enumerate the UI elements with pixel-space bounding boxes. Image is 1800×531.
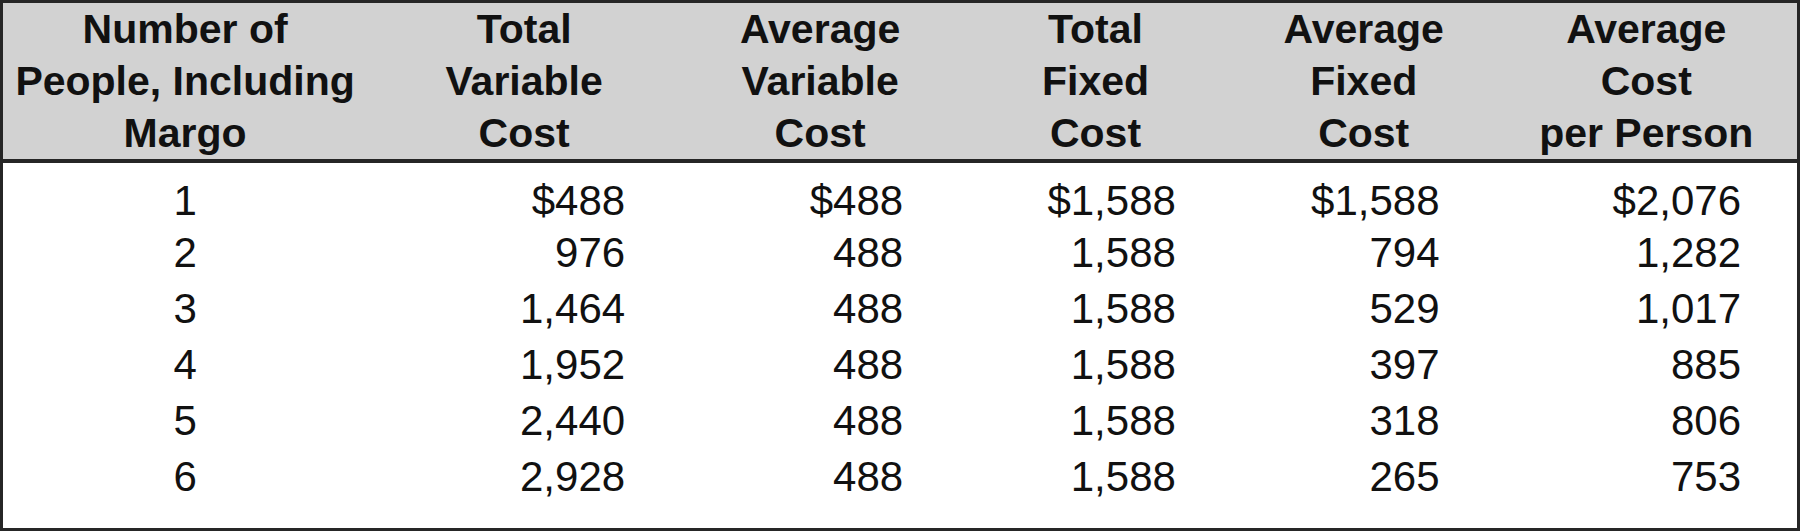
table-cell: 1,952 <box>367 337 681 393</box>
table-cell: 753 <box>1496 449 1797 505</box>
table-cell: $1,588 <box>1232 161 1496 225</box>
table-cell: 1,588 <box>959 281 1232 337</box>
column-header-average-cost-per-person: Average Cost per Person <box>1496 3 1797 161</box>
table-cell: 488 <box>681 393 959 449</box>
header-row: Number of People, Including Margo Total … <box>3 3 1797 161</box>
table-cell: $488 <box>367 161 681 225</box>
table-cell: 529 <box>1232 281 1496 337</box>
table-cell: 488 <box>681 281 959 337</box>
table-cell: 5 <box>3 393 367 449</box>
table-cell: 1,282 <box>1496 225 1797 281</box>
table-cell: 1,588 <box>959 337 1232 393</box>
table-row: 5 2,440 488 1,588 318 806 <box>3 393 1797 449</box>
table-cell: 488 <box>681 449 959 505</box>
table-cell: 2,440 <box>367 393 681 449</box>
table-cell: 885 <box>1496 337 1797 393</box>
table-cell: 1,464 <box>367 281 681 337</box>
table-cell: 318 <box>1232 393 1496 449</box>
table-cell: 3 <box>3 281 367 337</box>
table-cell: 976 <box>367 225 681 281</box>
table-cell: 488 <box>681 337 959 393</box>
column-header-total-fixed-cost: Total Fixed Cost <box>959 3 1232 161</box>
table-row: 1 $488 $488 $1,588 $1,588 $2,076 <box>3 161 1797 225</box>
table-cell: 1 <box>3 161 367 225</box>
table-cell: 265 <box>1232 449 1496 505</box>
table-cell: 1,588 <box>959 393 1232 449</box>
column-header-number-of-people: Number of People, Including Margo <box>3 3 367 161</box>
table-cell: 1,588 <box>959 225 1232 281</box>
table-cell: 488 <box>681 225 959 281</box>
table-row: 4 1,952 488 1,588 397 885 <box>3 337 1797 393</box>
table-cell: $1,588 <box>959 161 1232 225</box>
table-cell: 2,928 <box>367 449 681 505</box>
table-row: 2 976 488 1,588 794 1,282 <box>3 225 1797 281</box>
table-figure: Number of People, Including Margo Total … <box>0 0 1800 531</box>
table-cell: 2 <box>3 225 367 281</box>
cost-table: Number of People, Including Margo Total … <box>3 3 1797 505</box>
table-cell: 806 <box>1496 393 1797 449</box>
table-cell: $488 <box>681 161 959 225</box>
table-row: 6 2,928 488 1,588 265 753 <box>3 449 1797 505</box>
column-header-average-fixed-cost: Average Fixed Cost <box>1232 3 1496 161</box>
table-cell: 4 <box>3 337 367 393</box>
table-cell: 794 <box>1232 225 1496 281</box>
table-body: 1 $488 $488 $1,588 $1,588 $2,076 2 976 4… <box>3 161 1797 505</box>
table-cell: 1,588 <box>959 449 1232 505</box>
table-row: 3 1,464 488 1,588 529 1,017 <box>3 281 1797 337</box>
table-cell: 397 <box>1232 337 1496 393</box>
column-header-total-variable-cost: Total Variable Cost <box>367 3 681 161</box>
table-header: Number of People, Including Margo Total … <box>3 3 1797 161</box>
table-cell: 6 <box>3 449 367 505</box>
column-header-average-variable-cost: Average Variable Cost <box>681 3 959 161</box>
table-cell: $2,076 <box>1496 161 1797 225</box>
table-cell: 1,017 <box>1496 281 1797 337</box>
